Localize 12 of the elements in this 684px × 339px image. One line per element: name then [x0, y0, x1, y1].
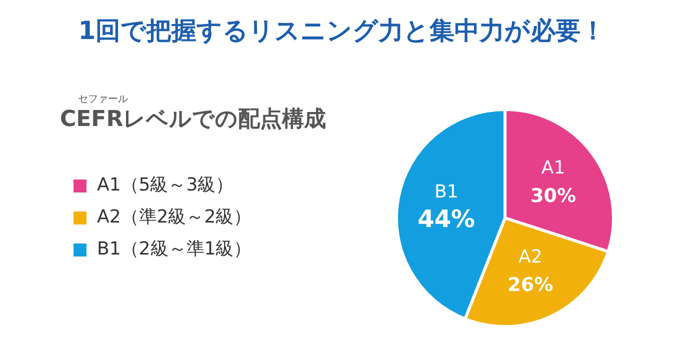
legend-label: A2（準2級～2級）	[97, 206, 252, 228]
legend-label: B1（2級～準1級）	[97, 238, 252, 260]
text: A1	[541, 158, 566, 179]
legend-label: A1（5級～3級）	[97, 174, 234, 196]
chart-title: 1回で把握するリスニング力と集中力が必要！	[77, 15, 607, 47]
data-label: 30%	[530, 184, 576, 207]
chart-subtitle: CEFRレベルでの配点構成	[60, 106, 326, 134]
data-label: 26%	[508, 274, 554, 296]
text: A2	[518, 246, 542, 268]
text: セファール	[78, 93, 128, 106]
data-label: 44%	[418, 205, 476, 234]
text: B1	[434, 181, 458, 202]
